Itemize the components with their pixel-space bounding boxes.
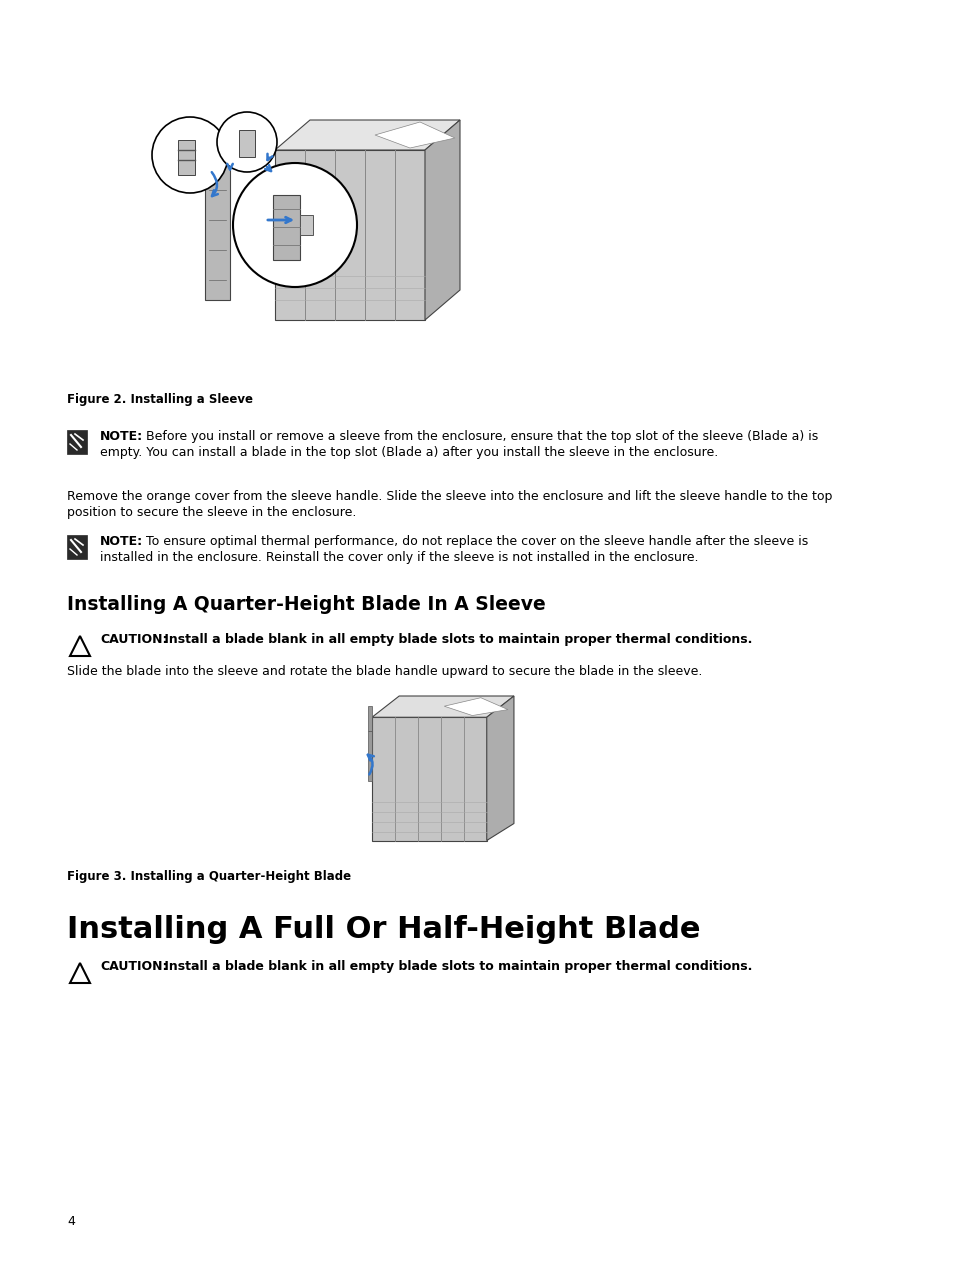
Text: Install a blade blank in all empty blade slots to maintain proper thermal condit: Install a blade blank in all empty blade… <box>160 633 752 645</box>
Polygon shape <box>67 535 87 559</box>
Polygon shape <box>486 696 514 841</box>
Polygon shape <box>444 697 507 715</box>
Text: Install a blade blank in all empty blade slots to maintain proper thermal condit: Install a blade blank in all empty blade… <box>160 960 752 973</box>
Polygon shape <box>299 216 313 235</box>
Text: installed in the enclosure. Reinstall the cover only if the sleeve is not instal: installed in the enclosure. Reinstall th… <box>100 552 698 564</box>
Polygon shape <box>367 705 372 730</box>
Text: Installing A Full Or Half-Height Blade: Installing A Full Or Half-Height Blade <box>67 915 700 943</box>
Circle shape <box>152 117 228 193</box>
Polygon shape <box>274 120 459 150</box>
Polygon shape <box>367 756 372 781</box>
Polygon shape <box>375 122 455 148</box>
Text: Remove the orange cover from the sleeve handle. Slide the sleeve into the enclos: Remove the orange cover from the sleeve … <box>67 489 832 503</box>
Text: position to secure the sleeve in the enclosure.: position to secure the sleeve in the enc… <box>67 506 356 519</box>
Polygon shape <box>178 139 194 175</box>
Text: Before you install or remove a sleeve from the enclosure, ensure that the top sl: Before you install or remove a sleeve fr… <box>142 430 818 443</box>
Text: To ensure optimal thermal performance, do not replace the cover on the sleeve ha: To ensure optimal thermal performance, d… <box>142 535 807 548</box>
Text: CAUTION:: CAUTION: <box>100 960 168 973</box>
Text: Figure 2. Installing a Sleeve: Figure 2. Installing a Sleeve <box>67 393 253 406</box>
Polygon shape <box>367 730 372 756</box>
Text: Slide the blade into the sleeve and rotate the blade handle upward to secure the: Slide the blade into the sleeve and rota… <box>67 664 701 678</box>
Text: Installing A Quarter-Height Blade In A Sleeve: Installing A Quarter-Height Blade In A S… <box>67 595 545 614</box>
Text: empty. You can install a blade in the top slot (Blade a) after you install the s: empty. You can install a blade in the to… <box>100 446 718 459</box>
Polygon shape <box>273 195 299 260</box>
Polygon shape <box>424 120 459 320</box>
Circle shape <box>216 112 276 172</box>
Polygon shape <box>274 150 424 320</box>
Text: Figure 3. Installing a Quarter-Height Blade: Figure 3. Installing a Quarter-Height Bl… <box>67 870 351 883</box>
Polygon shape <box>372 696 514 718</box>
Polygon shape <box>372 718 486 841</box>
Circle shape <box>233 164 356 287</box>
Text: NOTE:: NOTE: <box>100 535 143 548</box>
Text: NOTE:: NOTE: <box>100 430 143 443</box>
Polygon shape <box>67 430 87 454</box>
Polygon shape <box>205 139 230 301</box>
Text: CAUTION:: CAUTION: <box>100 633 168 645</box>
Text: 4: 4 <box>67 1215 74 1227</box>
Polygon shape <box>239 131 254 157</box>
